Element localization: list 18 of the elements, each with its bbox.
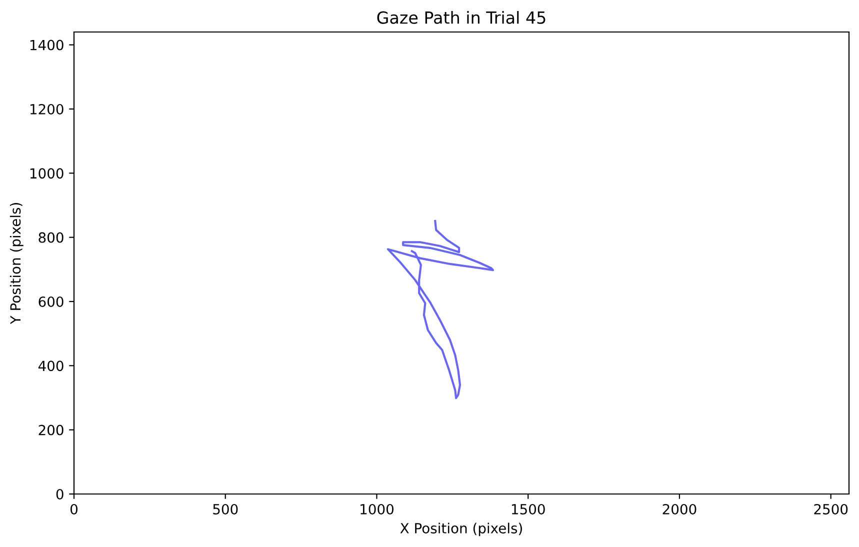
y-tick-label: 1400 [30, 40, 64, 50]
line-series [386, 220, 494, 400]
x-tick-label: 1000 [360, 504, 394, 514]
x-tick-label: 2500 [814, 504, 848, 514]
y-tick-label: 800 [38, 232, 64, 243]
y-tick-label: 1200 [30, 104, 64, 114]
y-tick-label: 1000 [30, 168, 64, 179]
y-tick-label: 400 [38, 360, 64, 372]
y-tick-label: 200 [38, 424, 64, 436]
x-axis-title: X Position (pixels) [400, 522, 522, 536]
y-tick-label: 0 [56, 488, 64, 500]
x-tick-label: 0 [70, 504, 78, 514]
y-axis-title: Y Position (pixels) [10, 203, 24, 324]
x-tick-label: 2000 [662, 504, 696, 514]
y-tick-label: 600 [38, 296, 64, 307]
chart-title: Gaze Path in Trial 45 [377, 11, 546, 24]
x-tick-label: 500 [213, 504, 238, 514]
x-tick-label: 1500 [512, 504, 545, 514]
